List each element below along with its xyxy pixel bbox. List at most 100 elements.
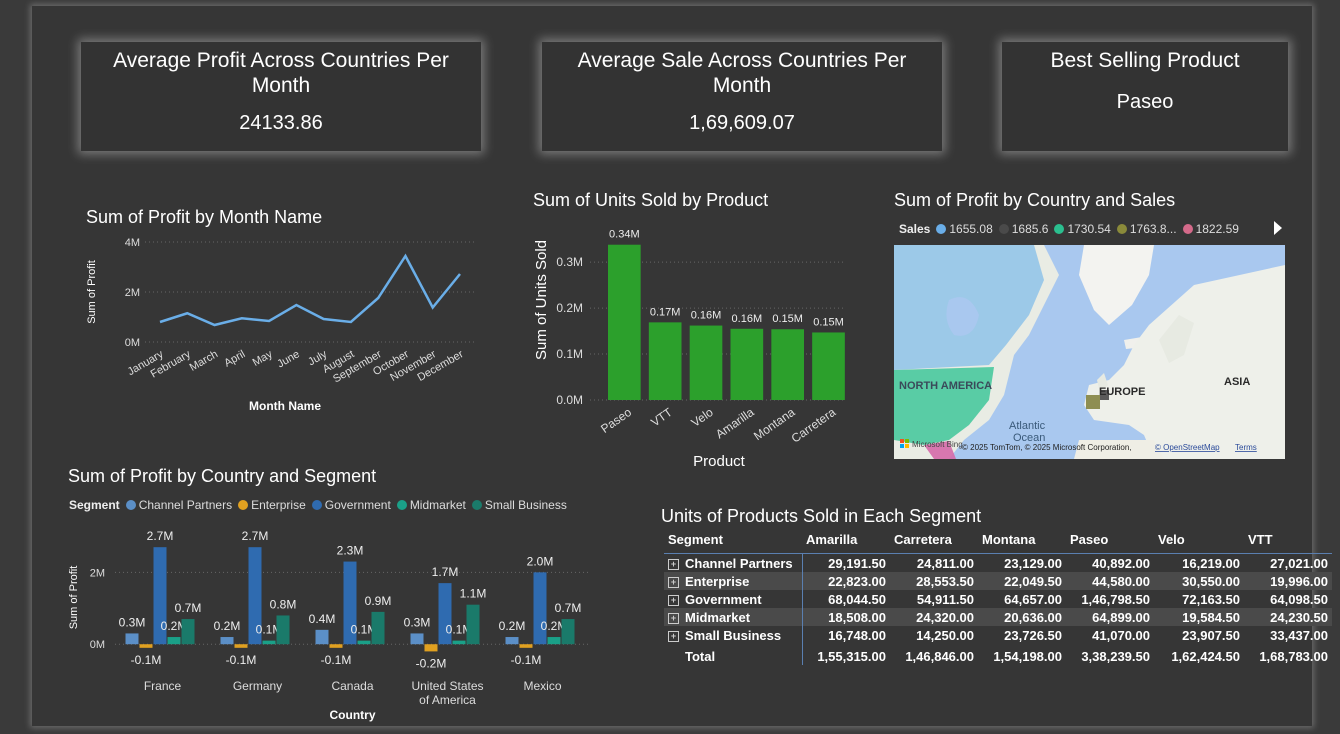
table-cell: 24,320.00 [890, 608, 978, 626]
bar[interactable] [248, 547, 262, 645]
legend-item[interactable]: 1685.6 [998, 222, 1048, 236]
data-label: 0.2M [214, 619, 241, 633]
expand-plus-icon[interactable]: + [668, 630, 679, 642]
legend-item[interactable]: 1730.54 [1054, 222, 1111, 236]
data-label: -0.2M [416, 656, 447, 670]
bar[interactable] [561, 619, 575, 645]
bar[interactable] [153, 547, 167, 645]
map-osm-link[interactable]: © OpenStreetMap [1155, 443, 1220, 452]
bar[interactable] [730, 328, 764, 400]
bar[interactable] [329, 644, 343, 648]
column-header[interactable]: Amarilla [802, 530, 890, 554]
x-tick-label: Germany [233, 679, 282, 693]
table-cell: 23,726.50 [1004, 627, 1062, 643]
bar[interactable] [234, 644, 248, 648]
bar[interactable] [424, 644, 438, 652]
bar[interactable] [139, 644, 153, 648]
data-label: 2.3M [337, 544, 364, 558]
legend-label: Government [324, 498, 391, 512]
data-label: 2.0M [527, 554, 554, 568]
kpi-card-avg-sale[interactable]: Average Sale Across Countries Per Month … [542, 42, 942, 151]
legend-dot-icon [238, 500, 249, 510]
bar[interactable] [167, 637, 181, 645]
total-cell: 1,54,198.00 [993, 648, 1062, 664]
matrix-title: Units of Products Sold in Each Segment [661, 506, 982, 526]
legend-item[interactable]: Channel Partners [125, 498, 232, 512]
profit-by-country-segment-chart[interactable]: 0M 2M 0.3M -0.1M 2.7M 0.2M 0.7M France 0.2M -0.1M… [60, 520, 620, 725]
data-label: 0.17M [650, 306, 681, 318]
bar[interactable] [181, 619, 195, 645]
column-header[interactable]: Paseo [1066, 530, 1154, 554]
kpi-card-avg-profit[interactable]: Average Profit Across Countries Per Mont… [81, 42, 481, 151]
legend-label: 1763.8... [1129, 222, 1177, 236]
row-label: Government [685, 591, 762, 607]
expand-plus-icon[interactable]: + [668, 594, 679, 606]
table-cell: 16,219.00 [1182, 555, 1240, 571]
bar[interactable] [371, 611, 385, 645]
table-row: + Enterprise 22,823.00 28,553.50 22,049.50 44… [664, 572, 1332, 590]
column-header[interactable]: Velo [1154, 530, 1244, 554]
legend-dot-icon [396, 500, 407, 510]
table-cell: 22,049.50 [978, 572, 1066, 590]
legend-item[interactable]: Midmarket [396, 498, 466, 512]
legend-label: Midmarket [409, 498, 466, 512]
column-header[interactable]: Montana [978, 530, 1066, 554]
row-header[interactable]: + Enterprise [664, 572, 803, 590]
units-by-product-bar-chart[interactable]: 0.0M 0.1M 0.2M 0.3M 0.34M Paseo 0.17M VTT 0.16M V… [525, 215, 860, 475]
table-cell: 44,580.00 [1066, 572, 1154, 590]
bar[interactable] [505, 637, 519, 645]
column-header-segment[interactable]: Segment [664, 530, 802, 554]
bar[interactable] [343, 561, 357, 645]
column-header[interactable]: VTT [1244, 530, 1332, 554]
map-canvas[interactable]: NORTH AMERICA EUROPE ASIA Atlantic Ocean… [894, 245, 1285, 459]
bar[interactable] [547, 637, 561, 645]
map-terms-link[interactable]: Terms [1235, 443, 1257, 452]
legend-item[interactable]: 1822.59 [1182, 222, 1239, 236]
legend-item[interactable]: Small Business [471, 498, 567, 512]
bar[interactable] [648, 322, 682, 400]
total-cell: 1,62,424.50 [1171, 648, 1240, 664]
bar[interactable] [220, 637, 234, 645]
legend-item[interactable]: 1763.8... [1116, 222, 1177, 236]
row-header[interactable]: + Midmarket [664, 608, 803, 626]
bar[interactable] [466, 604, 480, 645]
bar[interactable] [315, 629, 329, 645]
bar[interactable] [410, 633, 424, 645]
bar[interactable] [533, 572, 547, 645]
x-axis-title: Month Name [249, 399, 321, 413]
table-cell: 64,098.50 [1270, 591, 1328, 607]
row-header[interactable]: + Channel Partners [664, 553, 803, 572]
legend-item[interactable]: 1655.08 [936, 222, 993, 236]
total-row: Total 1,55,315.00 1,46,846.00 1,54,198.00 3,… [664, 644, 1332, 665]
bar[interactable] [125, 633, 139, 645]
row-header[interactable]: + Small Business [664, 626, 803, 644]
bar[interactable] [438, 583, 452, 645]
segment-product-matrix[interactable]: Segment Amarilla Carretera Montana Paseo Velo… [664, 530, 1332, 665]
row-header[interactable]: + Government [664, 590, 803, 608]
legend-dot-icon [1116, 224, 1127, 234]
bar[interactable] [262, 640, 276, 645]
table-cell: 54,911.50 [916, 591, 974, 607]
kpi-card-best-product[interactable]: Best Selling Product Paseo [1002, 42, 1288, 151]
expand-plus-icon[interactable]: + [668, 576, 679, 588]
data-label: 0.1M [446, 623, 473, 637]
legend-item[interactable]: Government [311, 498, 391, 512]
bar[interactable] [519, 644, 533, 648]
bar[interactable] [771, 329, 804, 400]
bar[interactable] [276, 615, 290, 645]
map-label-europe: EUROPE [1099, 386, 1145, 398]
bar[interactable] [812, 332, 845, 400]
legend-next-arrow-icon[interactable] [1274, 221, 1282, 235]
expand-plus-icon[interactable]: + [668, 612, 679, 624]
legend-item[interactable]: Enterprise [238, 498, 306, 512]
expand-plus-icon[interactable]: + [668, 558, 679, 570]
bar[interactable] [608, 244, 641, 400]
map-visual[interactable]: NORTH AMERICA EUROPE ASIA Atlantic Ocean… [894, 245, 1285, 459]
bar[interactable] [357, 640, 371, 645]
bar[interactable] [689, 325, 723, 400]
profit-line[interactable] [159, 253, 461, 327]
microsoft-logo-icon [900, 439, 909, 448]
bar[interactable] [452, 640, 466, 645]
column-header[interactable]: Carretera [890, 530, 978, 554]
